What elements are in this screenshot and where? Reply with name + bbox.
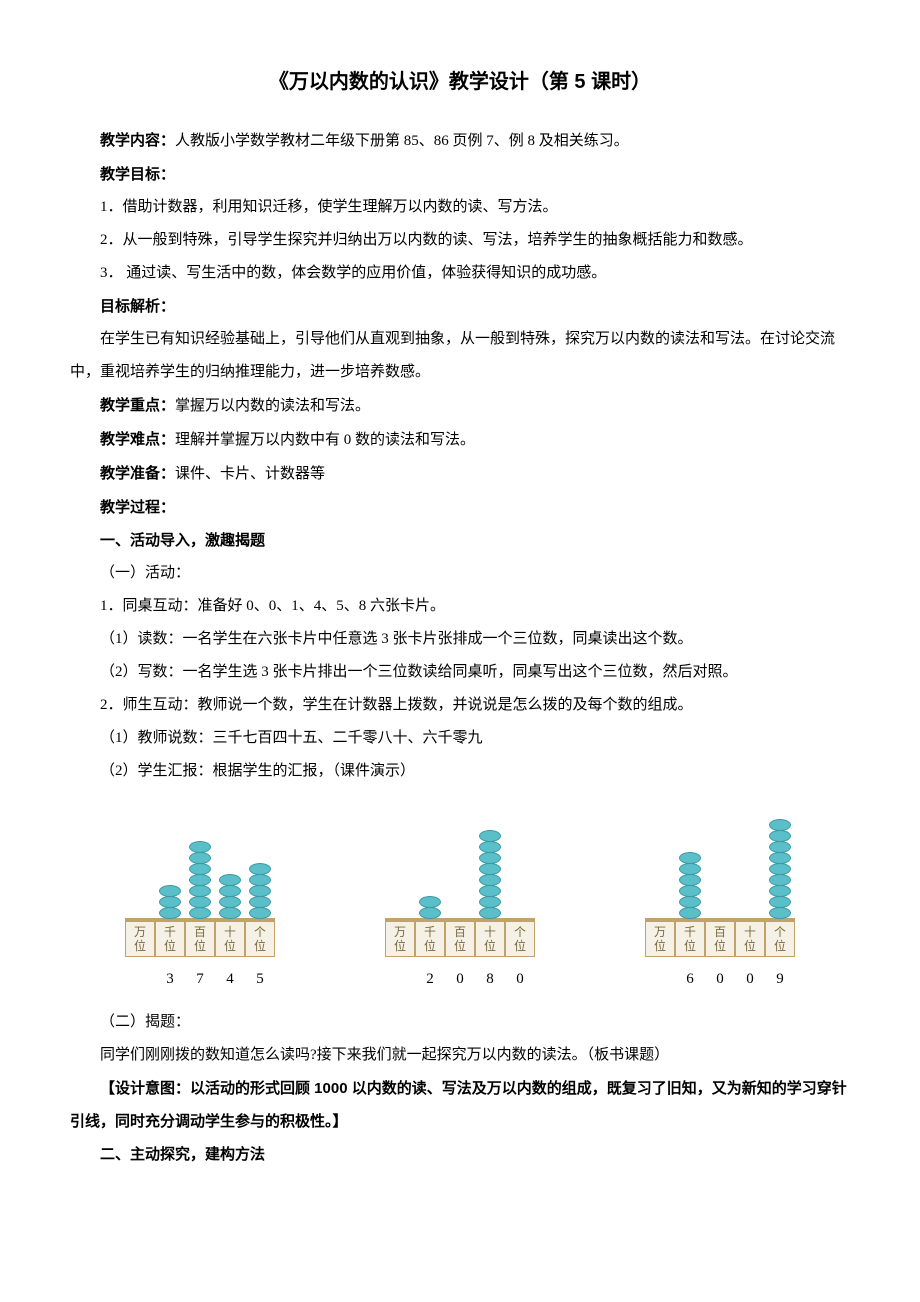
rod-col — [155, 885, 185, 918]
section-1-1-2a: （1）教师说数：三千七百四十五、二千零八十、六千零九 — [70, 722, 850, 755]
content-label: 教学内容： — [100, 132, 175, 149]
place-label: 十位 — [215, 921, 245, 957]
abacus-base: 万位千位百位十位个位 — [645, 918, 795, 957]
goal-2: 2．从一般到特殊，引导学生探究并归纳出万以内数的读、写法，培养学生的抽象概括能力… — [70, 224, 850, 257]
section-1: 一、活动导入，激趣揭题 — [70, 524, 850, 557]
abacus-base: 万位千位百位十位个位 — [125, 918, 275, 957]
section-1-1-1: 1．同桌互动：准备好 0、0、1、4、5、8 六张卡片。 — [70, 590, 850, 623]
abacus-0: 万位千位百位十位个位 3745 — [125, 808, 275, 996]
bead — [219, 907, 241, 919]
place-label: 千位 — [675, 921, 705, 957]
rod-col — [675, 852, 705, 918]
focus-text: 掌握万以内数的读法和写法。 — [175, 398, 370, 414]
section-1-1-2: 2．师生互动：教师说一个数，学生在计数器上拨数，并说说是怎么拨的及每个数的组成。 — [70, 689, 850, 722]
rod-col — [185, 841, 215, 918]
bead — [679, 907, 701, 919]
rod-col — [475, 830, 505, 918]
place-label: 千位 — [415, 921, 445, 957]
abacus-numbers: 6009 — [645, 963, 795, 996]
place-label: 个位 — [765, 921, 795, 957]
goals-label: 教学目标： — [70, 158, 850, 191]
abacus-1: 万位千位百位十位个位2080 — [385, 808, 535, 996]
place-label: 万位 — [125, 921, 155, 957]
goal-3: 3． 通过读、写生活中的数，体会数学的应用价值，体验获得知识的成功感。 — [70, 257, 850, 290]
page-title: 《万以内数的认识》教学设计（第 5 课时） — [70, 60, 850, 104]
bead — [419, 907, 441, 919]
place-label: 万位 — [385, 921, 415, 957]
place-label: 百位 — [445, 921, 475, 957]
analysis-text: 在学生已有知识经验基础上，引导他们从直观到抽象，从一般到特殊，探究万以内数的读法… — [70, 323, 850, 389]
abacus-rods — [125, 808, 275, 918]
digit: 8 — [475, 963, 505, 996]
prep-text: 课件、卡片、计数器等 — [175, 466, 325, 482]
place-label: 个位 — [245, 921, 275, 957]
diff-label: 教学难点： — [100, 431, 175, 448]
digit — [645, 963, 675, 996]
digit — [385, 963, 415, 996]
place-label: 千位 — [155, 921, 185, 957]
place-label: 十位 — [475, 921, 505, 957]
section-1-2-text: 同学们刚刚拨的数知道怎么读吗?接下来我们就一起探究万以内数的读法。（板书课题） — [70, 1039, 850, 1072]
digit: 0 — [445, 963, 475, 996]
digit — [125, 963, 155, 996]
goal-1: 1．借助计数器，利用知识迁移，使学生理解万以内数的读、写方法。 — [70, 191, 850, 224]
diff-text: 理解并掌握万以内数中有 0 数的读法和写法。 — [175, 432, 475, 448]
prep-label: 教学准备： — [100, 465, 175, 482]
abacus-numbers: 2080 — [385, 963, 535, 996]
digit: 7 — [185, 963, 215, 996]
digit: 3 — [155, 963, 185, 996]
rod-col — [765, 819, 795, 918]
place-label: 百位 — [705, 921, 735, 957]
diff-line: 教学难点：理解并掌握万以内数中有 0 数的读法和写法。 — [70, 423, 850, 457]
place-label: 个位 — [505, 921, 535, 957]
analysis-label: 目标解析： — [70, 290, 850, 323]
abacus-row: 万位千位百位十位个位3745万位千位百位十位个位2080万位千位百位十位个位60… — [70, 808, 850, 996]
digit: 4 — [215, 963, 245, 996]
bead — [769, 907, 791, 919]
section-2: 二、主动探究，建构方法 — [70, 1138, 850, 1171]
process-label: 教学过程： — [70, 491, 850, 524]
digit: 6 — [675, 963, 705, 996]
section-1-2: （二）揭题： — [70, 1006, 850, 1039]
bead — [189, 907, 211, 919]
digit: 0 — [505, 963, 535, 996]
section-1-1: （一）活动： — [70, 557, 850, 590]
bead — [159, 907, 181, 919]
abacus-base: 万位千位百位十位个位 — [385, 918, 535, 957]
section-1-1-1b: （2）写数：一名学生选 3 张卡片排出一个三位数读给同桌听，同桌写出这个三位数，… — [70, 656, 850, 689]
design-label: 【设计意图： — [100, 1080, 190, 1097]
rod-col — [415, 896, 445, 918]
prep-line: 教学准备：课件、卡片、计数器等 — [70, 457, 850, 491]
content-text: 人教版小学数学教材二年级下册第 85、86 页例 7、例 8 及相关练习。 — [175, 133, 629, 149]
section-1-1-2b: （2）学生汇报：根据学生的汇报，（课件演示） — [70, 755, 850, 788]
bead — [479, 907, 501, 919]
design-intent: 【设计意图：以活动的形式回顾 1000 以内数的读、写法及万以内数的组成，既复习… — [70, 1072, 850, 1138]
section-1-1-1a: （1）读数：一名学生在六张卡片中任意选 3 张卡片张排成一个三位数，同桌读出这个… — [70, 623, 850, 656]
digit: 9 — [765, 963, 795, 996]
bead — [249, 907, 271, 919]
focus-line: 教学重点：掌握万以内数的读法和写法。 — [70, 389, 850, 423]
abacus-rods — [645, 808, 795, 918]
place-label: 百位 — [185, 921, 215, 957]
digit: 0 — [735, 963, 765, 996]
digit: 0 — [705, 963, 735, 996]
place-label: 万位 — [645, 921, 675, 957]
content-line: 教学内容：人教版小学数学教材二年级下册第 85、86 页例 7、例 8 及相关练… — [70, 124, 850, 158]
abacus-2: 万位千位百位十位个位 6009 — [645, 808, 795, 996]
abacus-rods — [385, 808, 535, 918]
focus-label: 教学重点： — [100, 397, 175, 414]
digit: 2 — [415, 963, 445, 996]
place-label: 十位 — [735, 921, 765, 957]
digit: 5 — [245, 963, 275, 996]
abacus-numbers: 3745 — [125, 963, 275, 996]
rod-col — [245, 863, 275, 918]
rod-col — [215, 874, 245, 918]
